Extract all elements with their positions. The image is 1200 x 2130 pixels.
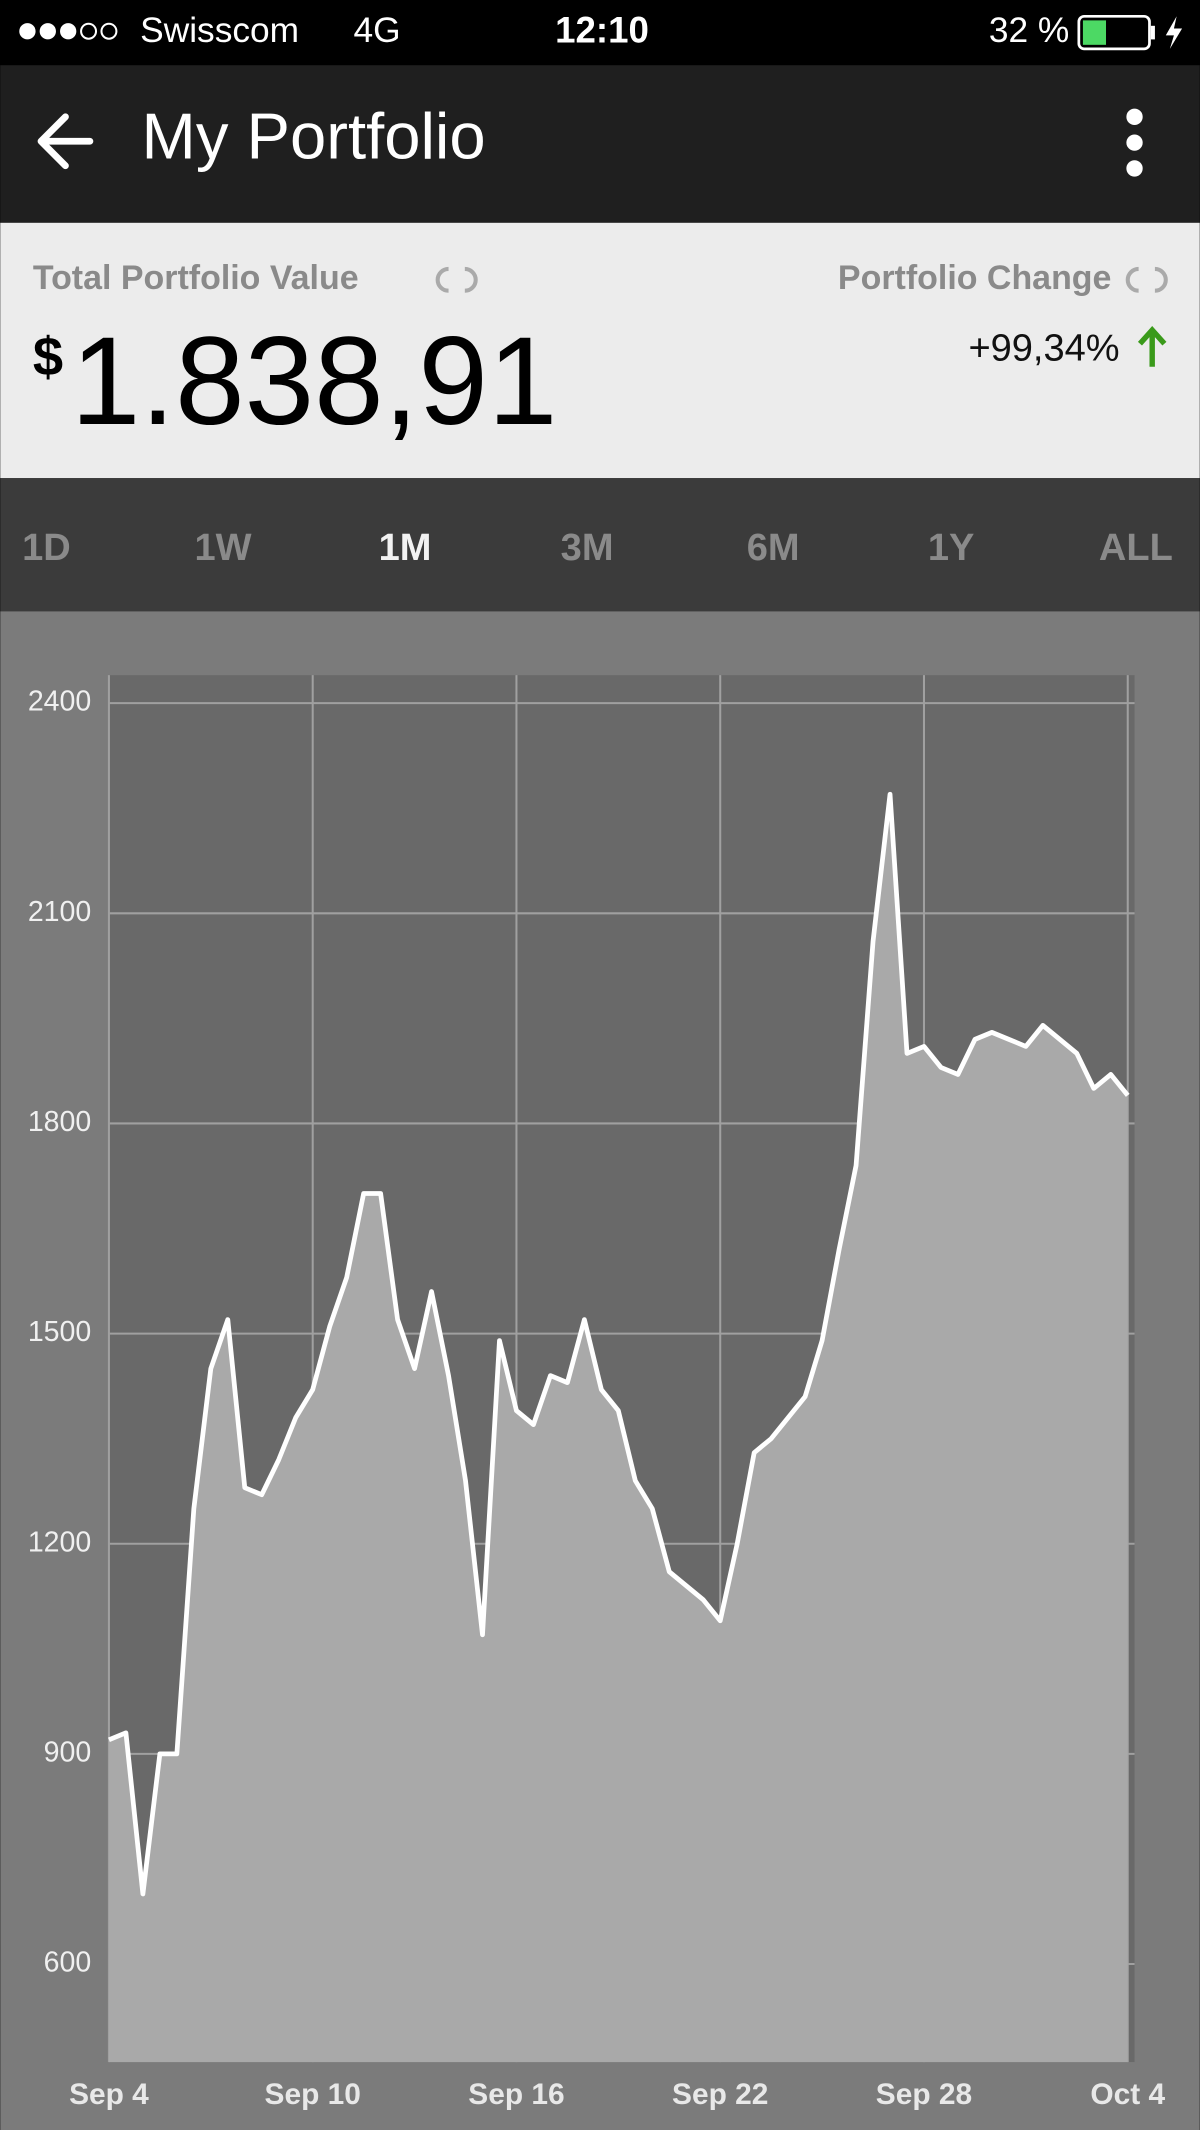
value-line bbox=[108, 791, 1130, 1897]
area-fill bbox=[108, 794, 1128, 2063]
y-tick-label: 2100 bbox=[28, 896, 91, 928]
y-tick-label: 1800 bbox=[28, 1106, 91, 1138]
battery-level: 32 % bbox=[989, 11, 1069, 50]
x-tick-label: Oct 4 bbox=[1090, 2078, 1165, 2111]
y-tick-label: 600 bbox=[44, 1947, 92, 1979]
range-tab[interactable]: 1M bbox=[379, 527, 432, 569]
x-tick-label: Sep 16 bbox=[468, 2078, 564, 2111]
range-tab[interactable]: ALL bbox=[1099, 527, 1173, 569]
menu-button[interactable] bbox=[1126, 108, 1143, 177]
summary-panel bbox=[0, 222, 1200, 479]
carrier: Swisscom bbox=[140, 11, 299, 50]
page-title: My Portfolio bbox=[142, 99, 486, 172]
x-tick-label: Sep 4 bbox=[69, 2078, 149, 2111]
network: 4G bbox=[353, 11, 400, 50]
y-tick-label: 900 bbox=[44, 1736, 92, 1768]
y-tick-label: 1200 bbox=[28, 1526, 91, 1558]
y-tick-label: 2400 bbox=[28, 686, 91, 718]
total-label: Total Portfolio Value bbox=[33, 259, 359, 297]
refresh-icon[interactable] bbox=[435, 266, 478, 293]
app-bar bbox=[0, 65, 1200, 223]
change-value: +99,34% bbox=[968, 328, 1119, 370]
x-tick-label: Sep 22 bbox=[672, 2078, 768, 2111]
x-tick-label: Sep 28 bbox=[876, 2078, 972, 2111]
clock: 12:10 bbox=[555, 9, 649, 50]
range-tab[interactable]: 1W bbox=[195, 527, 252, 569]
y-tick-label: 1500 bbox=[28, 1316, 91, 1348]
back-button[interactable] bbox=[37, 113, 94, 170]
range-tab[interactable]: 3M bbox=[561, 527, 614, 569]
x-tick-label: Sep 10 bbox=[265, 2078, 361, 2111]
refresh-icon[interactable] bbox=[1125, 266, 1168, 293]
battery-icon bbox=[1077, 14, 1183, 51]
signal bbox=[19, 22, 118, 40]
range-tab[interactable]: 1Y bbox=[928, 527, 974, 569]
range-tab[interactable]: 6M bbox=[747, 527, 800, 569]
up-arrow bbox=[1137, 326, 1167, 367]
status-bar bbox=[0, 0, 1200, 66]
currency: $ bbox=[33, 327, 63, 388]
change-label: Portfolio Change bbox=[838, 259, 1111, 297]
range-tab[interactable]: 1D bbox=[22, 527, 71, 569]
total-value: 1.838,91 bbox=[71, 312, 557, 451]
tab-bar bbox=[0, 478, 1200, 612]
